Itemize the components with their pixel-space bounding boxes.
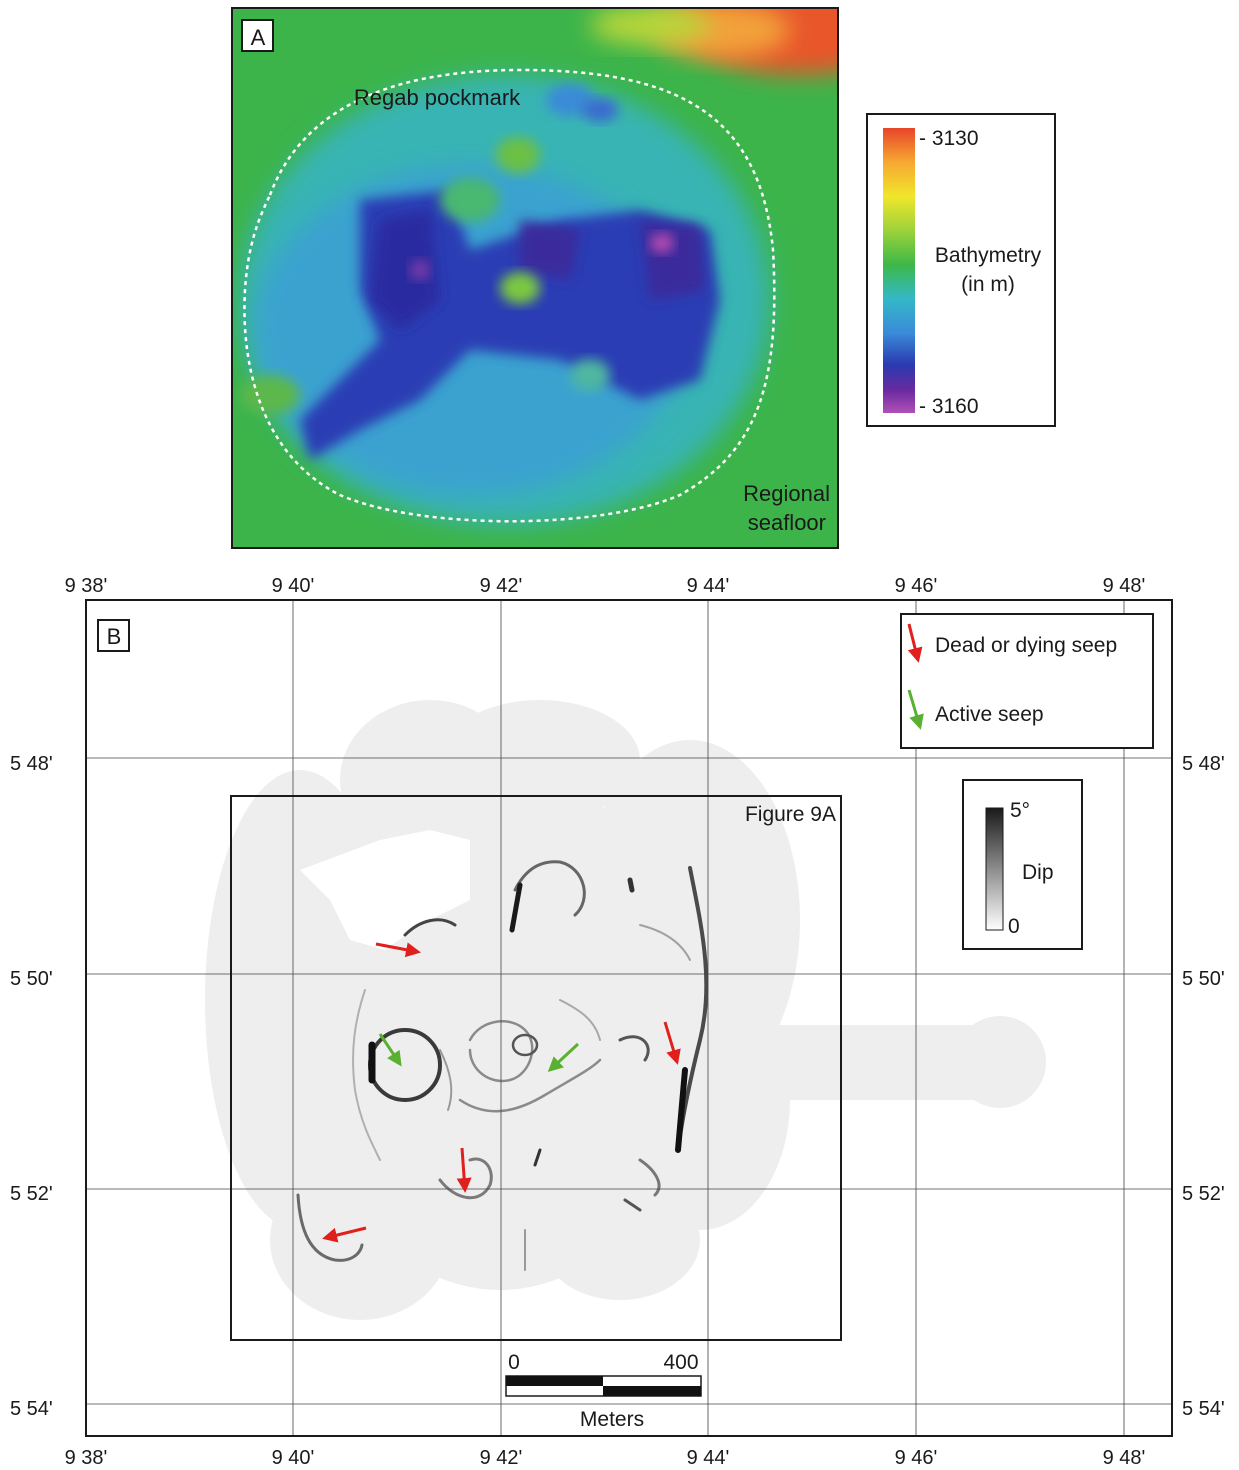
colorbar-title-line2: (in m) [961, 273, 1015, 296]
pockmark-outline [243, 68, 776, 523]
panel-a-bathymetry-map [232, 8, 838, 548]
left-tick-label: 5 52' [10, 1183, 53, 1205]
panel-a-label-box [241, 19, 274, 52]
left-tick-label: 5 50' [10, 968, 53, 990]
bottom-tick-label: 9 40' [272, 1447, 315, 1469]
legend-active-seep-label: Active seep [935, 703, 1044, 726]
legend-dead-seep-arrow [907, 623, 923, 663]
panel-a-frame [231, 7, 839, 549]
panel-b-frame [85, 599, 1173, 1437]
top-tick-label: 9 42' [480, 575, 523, 597]
colorbar-bottom-label: - 3160 [919, 395, 979, 418]
panel-b-dip-map: Figure 9A B Dead or dying seep Active se… [10, 575, 1225, 1469]
bottom-tick-label: 9 46' [895, 1447, 938, 1469]
scale-bar-right-label: 400 [663, 1351, 698, 1374]
scale-bar-unit-label: Meters [580, 1408, 644, 1431]
top-tick-label: 9 48' [1103, 575, 1146, 597]
bathymetry-legend: - 3130 - 3160 Bathymetry (in m) [866, 113, 1056, 427]
top-tick-label: 9 38' [65, 575, 108, 597]
dip-colorbar [985, 807, 1004, 931]
bottom-tick-label: 9 42' [480, 1447, 523, 1469]
colorbar-title-line1: Bathymetry [935, 244, 1042, 267]
dip-legend: 5° Dip 0 [962, 779, 1083, 950]
dead-seep-arrow [456, 1147, 472, 1193]
scale-bar-left-label: 0 [508, 1351, 520, 1374]
legend-active-seep-arrow [907, 689, 924, 730]
dip-title: Dip [1022, 861, 1054, 884]
right-tick-label: 5 54' [1182, 1398, 1225, 1420]
panel-b-label-box [97, 619, 130, 652]
figure-9a-inset-label: Figure 9A [745, 803, 836, 826]
active-seep-arrow [547, 1042, 580, 1073]
legend-dead-seep-label: Dead or dying seep [935, 634, 1117, 657]
bathymetry-colorbar [883, 128, 915, 413]
colorbar-top-label: - 3130 [919, 127, 979, 150]
dip-top-label: 5° [1010, 799, 1030, 822]
panel-a-label: A [251, 25, 266, 50]
seafloor-label-line1: Regional [743, 481, 830, 506]
bottom-tick-label: 9 48' [1103, 1447, 1146, 1469]
top-tick-label: 9 40' [272, 575, 315, 597]
top-tick-label: 9 44' [687, 575, 730, 597]
right-tick-label: 5 52' [1182, 1183, 1225, 1205]
figure-9a-inset-box [230, 795, 842, 1341]
dip-features [296, 860, 709, 1271]
seep-legend: Dead or dying seep Active seep [900, 613, 1154, 749]
panel-b-label: B [107, 624, 122, 649]
seep-arrows [322, 942, 681, 1243]
dip-bottom-label: 0 [1008, 915, 1020, 938]
axis-tick-labels: 9 38' 9 40' 9 42' 9 44' 9 46' 9 48' 9 38… [10, 575, 1225, 1469]
bottom-tick-label: 9 44' [687, 1447, 730, 1469]
active-seep-arrow [378, 1033, 402, 1067]
bottom-tick-label: 9 38' [65, 1447, 108, 1469]
dead-seep-arrow [375, 942, 421, 958]
left-tick-label: 5 48' [10, 753, 53, 775]
right-tick-label: 5 50' [1182, 968, 1225, 990]
left-tick-label: 5 54' [10, 1398, 53, 1420]
top-tick-label: 9 46' [895, 575, 938, 597]
survey-coverage [205, 700, 1046, 1320]
dead-seep-arrow [322, 1226, 367, 1243]
seafloor-label-line2: seafloor [748, 510, 826, 535]
pockmark-label: Regab pockmark [354, 85, 521, 110]
right-tick-label: 5 48' [1182, 753, 1225, 775]
dead-seep-arrow [663, 1021, 681, 1065]
scale-bar: 0 400 Meters [505, 1351, 702, 1431]
